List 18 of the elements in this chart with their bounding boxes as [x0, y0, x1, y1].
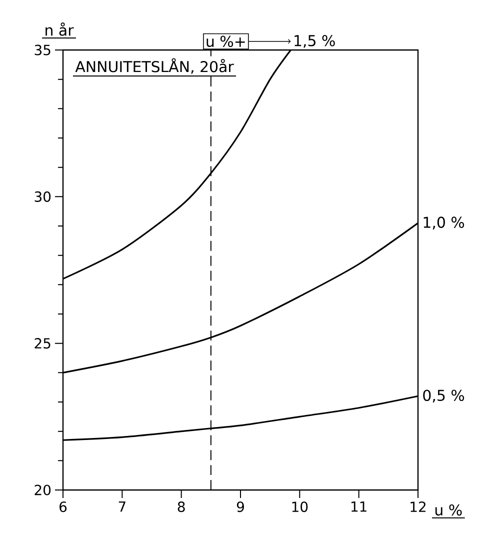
x-tick-label: 9 — [236, 502, 244, 512]
x-tick-label: 11 — [351, 502, 366, 512]
text: ANNUITETSLÅN, 20år — [75, 58, 234, 74]
series-label: 0,5 % — [423, 390, 464, 403]
x-axis-title: u % — [435, 504, 462, 516]
y-tick-label: 35 — [34, 44, 50, 56]
text: u %+ — [206, 36, 245, 48]
x-tick-label: 6 — [60, 502, 67, 512]
series-label: 1,0 % — [424, 216, 464, 230]
legend-label: 1,5 % — [294, 34, 335, 48]
x-tick-label: 12 — [410, 502, 426, 512]
y-axis-title: n år — [46, 22, 74, 36]
x-tick-label: 7 — [118, 502, 126, 512]
y-tick-label: 20 — [34, 484, 51, 496]
x-tick-label: 10 — [292, 502, 308, 512]
y-tick-label: 25 — [34, 338, 50, 349]
y-tick-label: 30 — [34, 191, 51, 202]
x-tick-label: 8 — [178, 502, 185, 512]
